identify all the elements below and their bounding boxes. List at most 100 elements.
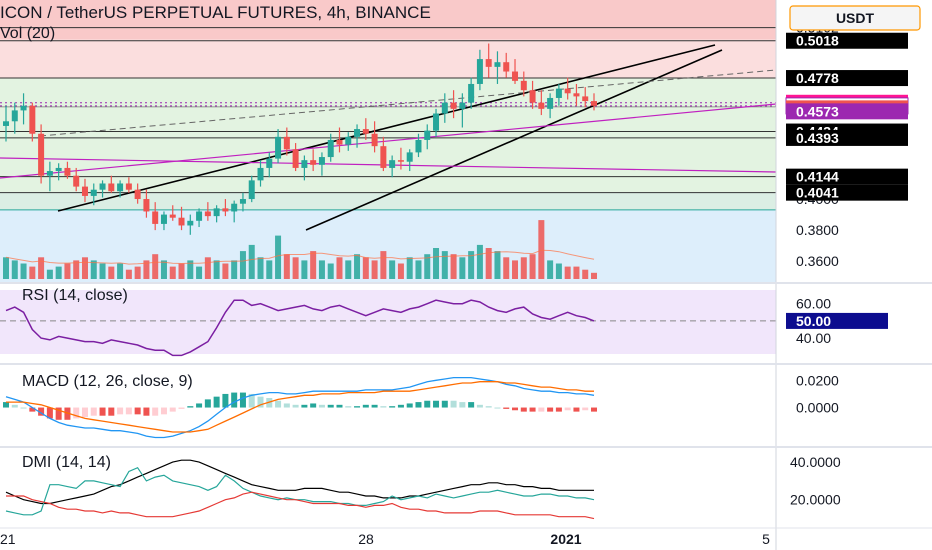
volume-bar — [187, 260, 194, 279]
price-tags: 0.50180.47780.46190.459902:26:280.45730.… — [785, 32, 909, 329]
price-tag — [786, 70, 908, 87]
candle-body — [160, 214, 167, 224]
candle-body — [29, 105, 36, 134]
candle-body — [283, 136, 290, 150]
volume-bar — [520, 257, 527, 279]
candle-body — [538, 102, 545, 109]
candle-body — [485, 59, 492, 67]
dmi-label: DMI (14, 14) — [22, 454, 111, 471]
candle-body — [371, 133, 378, 147]
macd-histogram-bar — [38, 407, 45, 416]
volume-bar — [538, 220, 545, 279]
macd-histogram-bar — [547, 407, 554, 412]
macd-histogram-bar — [591, 407, 597, 412]
candle-body — [318, 157, 325, 165]
volume-bar — [99, 263, 106, 279]
currency-badge[interactable] — [789, 5, 921, 31]
volume-bar — [292, 257, 299, 279]
macd-histogram-bar — [239, 392, 246, 408]
rsi-line — [5, 299, 595, 357]
macd-histogram-bar — [459, 402, 466, 408]
candle-body — [573, 93, 580, 97]
macd-histogram-bar — [362, 404, 369, 408]
macd-histogram-bar — [336, 404, 343, 408]
candle-body — [336, 139, 343, 145]
volume-bar — [257, 257, 264, 279]
candle-body — [424, 130, 431, 140]
volume-bar — [468, 251, 475, 279]
candle-body — [591, 101, 597, 106]
rsi-axis-label: 60.00 — [796, 296, 831, 312]
candle-body — [292, 149, 299, 168]
candle-body — [152, 211, 159, 224]
price-tag — [786, 103, 908, 120]
volume-bar — [494, 251, 501, 279]
macd-histogram-bar — [503, 407, 510, 409]
volume-bar — [283, 254, 290, 279]
volume-bar — [441, 251, 448, 279]
macd-histogram-bar — [406, 403, 413, 408]
macd-label: MACD (12, 26, close, 9) — [22, 373, 193, 390]
macd-histogram-bar — [397, 404, 404, 408]
candle-body — [38, 133, 45, 176]
macd-histogram-bar — [117, 407, 124, 415]
candle-body — [476, 59, 483, 84]
dashed-trend — [39, 69, 777, 137]
volume-bar — [231, 260, 238, 279]
volume-bar — [327, 263, 334, 279]
macd-histogram-bar — [415, 402, 422, 408]
volume-bar — [178, 263, 185, 279]
candle-body — [555, 88, 562, 98]
volume-bar — [38, 257, 45, 279]
price-axis-label: 0.3600 — [796, 253, 839, 269]
macd-histogram-bar — [55, 407, 62, 420]
dmi-axis-label: 20.0000 — [790, 492, 841, 508]
volume-bar — [275, 235, 282, 279]
macd-histogram-bar — [11, 404, 18, 408]
time-axis-label: 5 — [762, 531, 770, 547]
candle-body — [327, 139, 334, 158]
volume-bar — [222, 263, 229, 279]
candle-body — [90, 189, 97, 196]
zone-red-light — [0, 39, 776, 79]
volume-bar — [555, 263, 562, 279]
volume-bar — [433, 248, 440, 279]
candle-body — [46, 171, 53, 176]
volume-bar — [476, 244, 483, 279]
rsi-axis-label: 40.00 — [796, 330, 831, 346]
candle-body — [3, 121, 9, 126]
candle-body — [520, 80, 527, 91]
candle-body — [125, 183, 132, 190]
macd-histogram-bar — [213, 396, 220, 408]
macd-histogram-bar — [73, 407, 80, 419]
macd-histogram-bar — [389, 406, 396, 408]
price-tag-text: 0.5018 — [796, 33, 839, 49]
volume-bar — [213, 260, 220, 279]
volume-bar — [380, 251, 387, 279]
macd-histogram-bar — [90, 407, 97, 416]
price-tag-text: 0.4778 — [796, 70, 839, 86]
price-tag — [786, 168, 908, 185]
volume-bar — [117, 263, 124, 279]
plus-di-line — [5, 466, 595, 516]
volume-bar — [125, 269, 132, 279]
macd-histogram-bar — [108, 407, 115, 416]
volume-bar — [239, 251, 246, 279]
candle-body — [20, 105, 27, 111]
candle-body — [564, 88, 571, 94]
volume-bar — [73, 260, 80, 279]
candle-body — [204, 211, 211, 217]
time-axis-labels: 21 28 2021 5 — [0, 531, 770, 547]
volume-bar — [336, 257, 343, 279]
candle-body — [503, 62, 510, 72]
price-axis-labels: 0.36000.38000.400060.0040.000.02000.0000… — [790, 20, 841, 508]
time-axis-label: 21 — [0, 531, 16, 547]
candle-body — [468, 83, 475, 103]
macd-histogram-bar — [46, 407, 53, 419]
candle-body — [11, 110, 18, 122]
volume-bar — [371, 260, 378, 279]
candle-body — [134, 189, 141, 200]
volume-bar — [354, 254, 361, 279]
macd-histogram-bar — [573, 407, 580, 412]
